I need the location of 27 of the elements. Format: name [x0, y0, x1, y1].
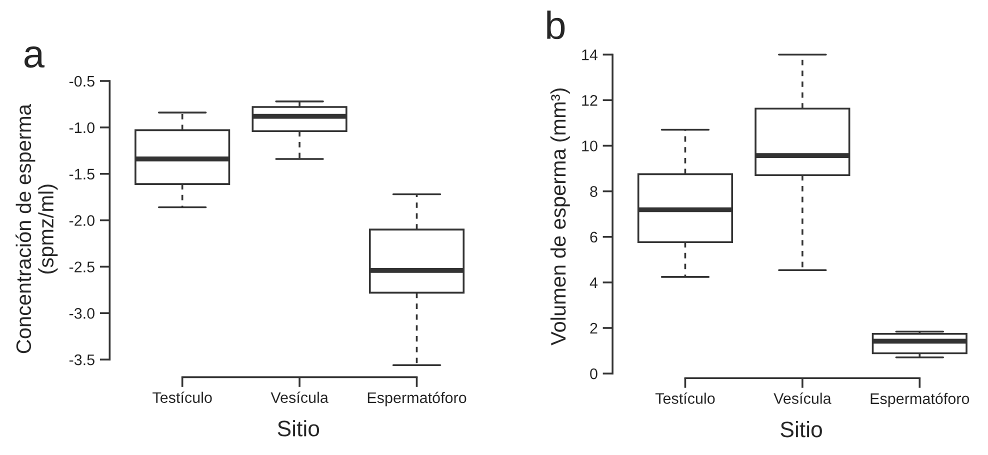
y-tick-label: 12 [582, 95, 598, 106]
y-tick-label: 14 [582, 50, 598, 60]
y-tick-label: -0.5 [69, 76, 94, 87]
x-tick-label: Vesícula [774, 392, 832, 404]
y-tick-label: 8 [590, 186, 598, 197]
y-axis-title: Concentración de esperma (spmz/ml) [16, 104, 58, 354]
y-tick-label: -2.5 [69, 262, 94, 272]
y-tick-label: -2.0 [69, 215, 94, 226]
y-tick-label: 4 [590, 277, 598, 288]
x-tick-label: Testículo [655, 392, 715, 404]
y-tick-label: 2 [590, 322, 598, 334]
y-tick-label: -3.0 [69, 308, 94, 319]
x-tick-label: Espermatóforo [870, 392, 970, 408]
x-tick-label: Vesícula [270, 392, 328, 403]
chart-title: b [547, 10, 565, 40]
chart-title: a [24, 46, 44, 68]
x-axis-title: Sitio [278, 420, 320, 436]
y-tick-label: 10 [582, 140, 598, 152]
y-tick-label: -1.5 [69, 168, 94, 180]
y-tick-label: 0 [590, 368, 598, 380]
y-tick-label: -3.5 [69, 354, 94, 366]
x-axis-title: Sitio [780, 421, 822, 438]
x-tick-label: Testículo [152, 392, 212, 403]
y-tick-label: 6 [590, 232, 598, 243]
x-tick-label: Espermatóforo [368, 392, 466, 406]
y-axis-title: Volumen de esperma (mm³) [550, 88, 570, 346]
y-tick-label: -1.0 [69, 122, 94, 134]
